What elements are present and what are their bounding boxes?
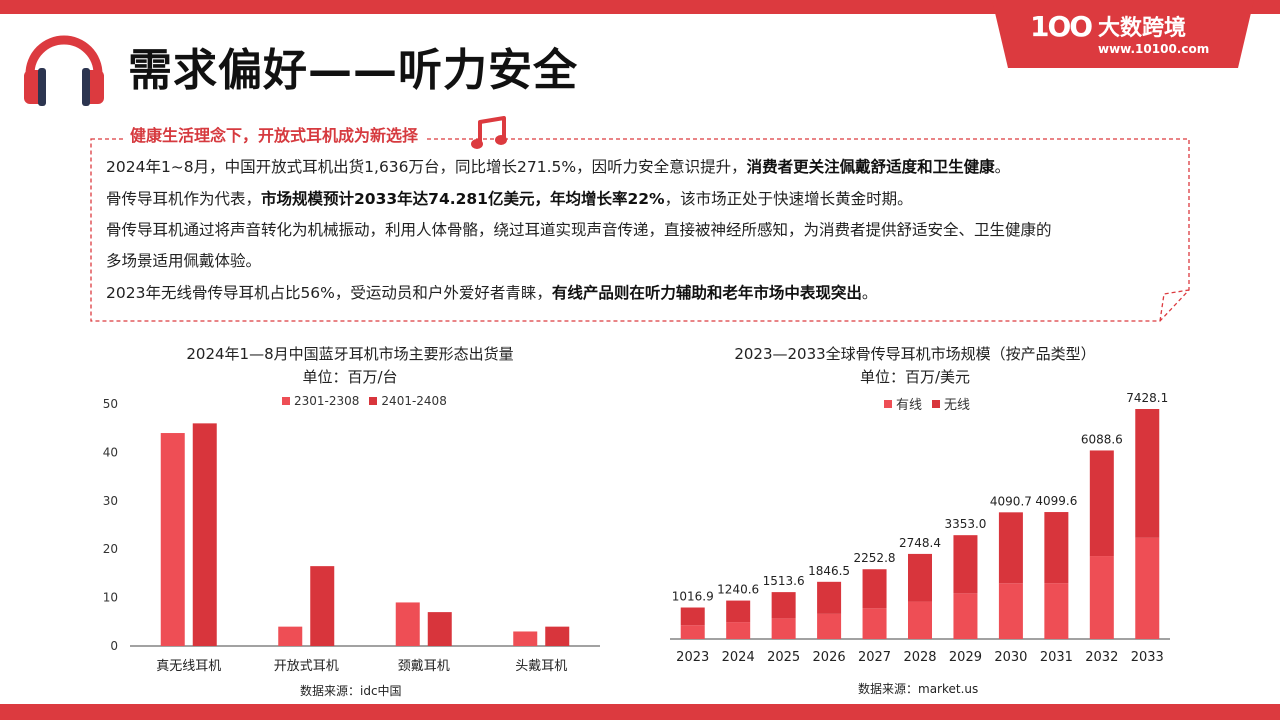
chart2-total-label: 6088.6: [1081, 432, 1123, 446]
paragraph-4: 多场景适用佩戴体验。: [106, 252, 262, 270]
chart2-bar-segment: [1044, 512, 1069, 584]
chart2-total-label: 1240.6: [717, 583, 759, 597]
chart2-xtick-label: 2028: [903, 650, 936, 665]
chart2-xtick-label: 2027: [858, 650, 891, 665]
brand-logo: [992, 0, 1254, 68]
paragraph-2: 骨传导耳机作为代表，市场规模预计2033年达74.281亿美元，年均增长率22%…: [106, 190, 913, 208]
chart1-legend: 2301-2308 2401-2408: [282, 394, 447, 408]
chart2-bar-segment: [862, 569, 887, 609]
chart2-bar-segment: [953, 535, 978, 594]
chart1-bar: [427, 612, 452, 646]
chart1-xtick-label: 头戴耳机: [515, 659, 567, 674]
chart1-bar: [310, 566, 335, 646]
chart2-total-label: 1016.9: [672, 590, 714, 604]
info-heading: 健康生活理念下，开放式耳机成为新选择: [124, 124, 425, 148]
chart2-bar-segment: [998, 512, 1023, 584]
chart2-xtick-label: 2031: [1040, 650, 1073, 665]
chart2-total-label: 7428.1: [1126, 391, 1168, 405]
chart1-ytick-label: 40: [103, 445, 118, 459]
chart1-unit: 单位：百万/台: [302, 368, 398, 386]
chart1-ytick-label: 50: [103, 397, 118, 411]
chart1-xtick-label: 真无线耳机: [156, 659, 221, 674]
chart2-bar-segment: [817, 581, 842, 614]
chart2-bar-segment: [771, 592, 796, 619]
chart2-xtick-label: 2033: [1131, 650, 1164, 665]
chart2-legend-item-1: 有线: [884, 394, 922, 413]
chart2-bar-segment: [817, 613, 842, 639]
logo-url: www.10100.com: [1098, 42, 1210, 56]
chart1-xtick-label: 开放式耳机: [274, 659, 339, 674]
chart2-bar-segment: [908, 601, 932, 639]
chart1-ytick-label: 20: [103, 542, 118, 556]
info-box: [90, 138, 1190, 322]
chart2-legend: 有线 无线: [884, 394, 970, 413]
chart2-xtick-label: 2032: [1085, 650, 1118, 665]
top-accent-bar: [0, 0, 1280, 14]
chart1-bar: [395, 602, 420, 646]
chart1-plot: 0 10 20 30 40 50 真无线耳机 开放式耳机 颈戴耳机 头戴耳机: [103, 397, 600, 674]
chart2-plot: 1016.9 2023 1240.6 2024 1513.6 2025 1846.5 2026…: [670, 391, 1170, 665]
paragraph-1: 2024年1~8月，中国开放式耳机出货1,636万台，同比增长271.5%，因听…: [106, 158, 1011, 176]
chart2-bar-segment: [1135, 537, 1160, 639]
chart2-total-label: 3353.0: [944, 517, 986, 531]
chart2-xtick-label: 2029: [949, 650, 982, 665]
chart2-xtick-label: 2025: [767, 650, 800, 665]
chart1-ytick-label: 10: [103, 591, 118, 605]
chart2-bar-segment: [1089, 556, 1114, 639]
paragraph-3: 骨传导耳机通过将声音转化为机械振动，利用人体骨骼，绕过耳道实现声音传递，直接被神…: [106, 221, 1052, 239]
chart2-total-label: 1513.6: [763, 574, 805, 588]
chart2-bar-segment: [726, 622, 751, 639]
chart1-ytick-label: 30: [103, 494, 118, 508]
chart1-bar: [545, 626, 570, 646]
chart2-source: 数据来源：market.us: [858, 682, 979, 696]
chart1-legend-item-1: 2301-2308: [282, 394, 359, 408]
chart2-bar-segment: [998, 583, 1023, 639]
chart2-bar-segment: [862, 608, 887, 639]
chart1-bar: [513, 631, 538, 646]
chart2-xtick-label: 2024: [722, 650, 755, 665]
chart2-bar-segment: [1089, 450, 1114, 557]
page-title: 需求偏好——听力安全: [128, 45, 578, 96]
chart2-total-label: 4090.7: [990, 494, 1032, 508]
chart2-xtick-label: 2026: [813, 650, 846, 665]
logo-mark: 1OO: [1030, 10, 1093, 43]
paragraph-5: 2023年无线骨传导耳机占比56%，受运动员和户外爱好者青睐，有线产品则在听力辅…: [106, 284, 878, 302]
chart2-total-label: 1846.5: [808, 564, 850, 578]
chart2-bar-segment: [680, 625, 705, 639]
chart2-total-label: 2252.8: [854, 551, 896, 565]
chart2-title: 2023—2033全球骨传导耳机市场规模（按产品类型）: [734, 345, 1096, 363]
chart2-bar-segment: [953, 593, 978, 639]
chart2-bar-segment: [771, 618, 796, 639]
chart2-legend-item-2: 无线: [932, 394, 970, 413]
chart2-bar-segment: [680, 607, 705, 626]
chart2-xtick-label: 2030: [994, 650, 1027, 665]
headphone-icon: [24, 35, 104, 106]
chart1-ytick-label: 0: [110, 639, 118, 653]
chart2-total-label: 4099.6: [1035, 494, 1077, 508]
bottom-accent-bar: [0, 704, 1280, 720]
chart2-bar-segment: [908, 553, 932, 602]
chart1-xtick-label: 颈戴耳机: [398, 659, 450, 674]
music-note-icon: [471, 116, 507, 149]
chart2-bar-segment: [1135, 409, 1160, 538]
chart2-unit: 单位：百万/美元: [859, 368, 971, 386]
chart1-title: 2024年1—8月中国蓝牙耳机市场主要形态出货量: [186, 345, 514, 363]
chart1-bar: [160, 433, 185, 646]
chart2-xtick-label: 2023: [676, 650, 709, 665]
chart1-source: 数据来源：idc中国: [300, 684, 402, 698]
chart1-bar: [278, 626, 303, 646]
chart1-bar: [192, 423, 217, 646]
chart2-total-label: 2748.4: [899, 536, 941, 550]
chart1-legend-item-2: 2401-2408: [369, 394, 447, 408]
logo-name: 大数跨境: [1098, 16, 1187, 41]
chart2-bar-segment: [726, 600, 751, 623]
chart2-bar-segment: [1044, 583, 1069, 639]
